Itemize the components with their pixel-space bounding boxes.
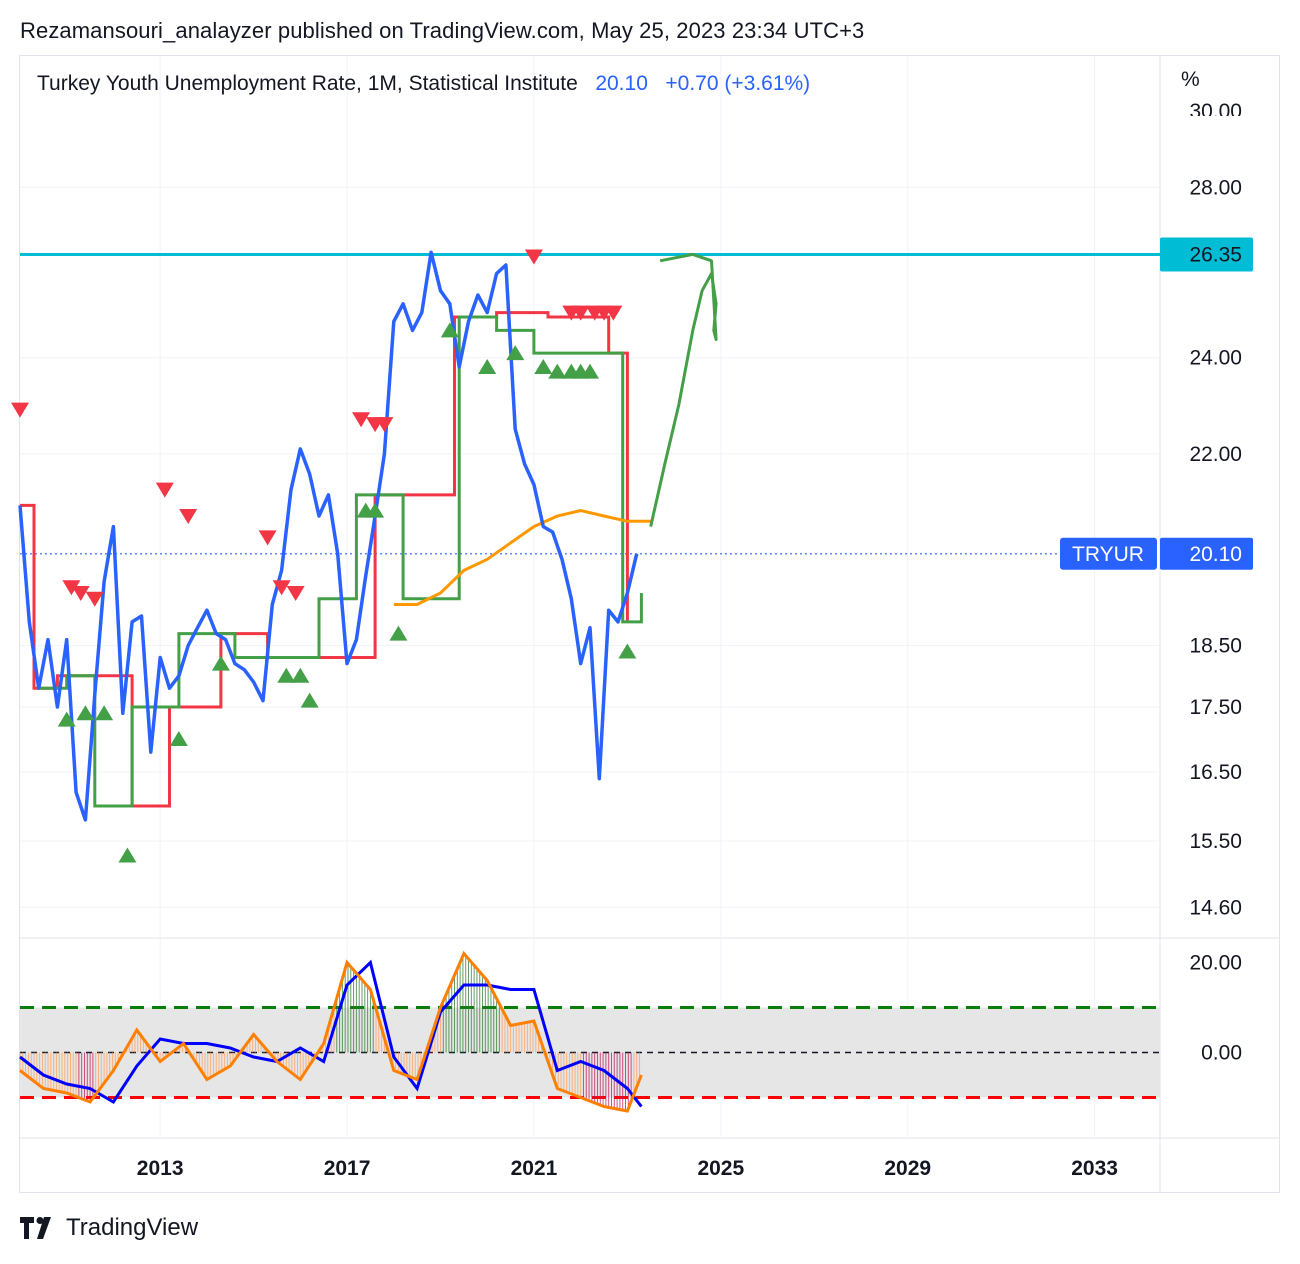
drawn-projection-curve	[649, 252, 718, 527]
publication-line: Rezamansouri_analayzer published on Trad…	[20, 18, 865, 43]
y-tick-label: 28.00	[1189, 176, 1242, 199]
sell-signal-marker	[71, 585, 90, 601]
legend-title: Turkey Youth Unemployment Rate, 1M, Stat…	[37, 72, 578, 95]
chart-frame	[19, 55, 1280, 1193]
y-tick-label: 17.50	[1189, 696, 1242, 719]
level-price-tag	[1160, 237, 1253, 272]
x-tick-label: 2029	[884, 1157, 931, 1180]
legend-last-value: 20.10	[595, 72, 648, 95]
buy-signal-marker	[389, 625, 408, 641]
resistance-step-line	[20, 311, 629, 808]
tradingview-logo[interactable]: TradingView	[20, 1214, 198, 1242]
last-price-tag	[1160, 537, 1253, 570]
buy-signal-marker	[300, 692, 319, 708]
series-legend[interactable]: Turkey Youth Unemployment Rate, 1M, Stat…	[37, 72, 810, 96]
last-price-tag-text: 20.10	[1189, 543, 1242, 566]
x-tick-label: 2033	[1071, 1157, 1118, 1180]
sell-signal-marker	[286, 585, 305, 601]
x-tick-label: 2025	[697, 1157, 744, 1180]
y-tick-label: 22.00	[1189, 443, 1242, 466]
buy-signal-marker	[618, 643, 637, 659]
buy-signal-marker	[211, 655, 230, 671]
y-tick-label: 15.50	[1189, 830, 1242, 853]
buy-signal-marker	[506, 345, 525, 361]
sell-signal-marker	[375, 417, 394, 433]
osc-slow-line	[19, 959, 643, 1108]
main-price-panel	[11, 249, 1160, 863]
y-tick-label: 24.00	[1189, 347, 1242, 370]
osc-tick-label: 20.00	[1189, 952, 1242, 975]
sell-signal-marker	[352, 412, 371, 428]
buy-signal-marker	[95, 705, 114, 721]
axis-unit-label: %	[1181, 68, 1200, 91]
price-axis: 2013 2017 2021 2025 2029 2033 28.00 24.00 22.00 1…	[137, 100, 1242, 1180]
buy-signal-marker	[118, 847, 137, 863]
tradingview-logo-text: TradingView	[66, 1214, 199, 1241]
buy-signal-marker	[534, 358, 553, 374]
x-tick-label: 2017	[324, 1157, 371, 1180]
tradingview-logo-icon	[20, 1217, 51, 1239]
oscillator-panel	[19, 950, 1160, 1113]
level-price-tag-text: 26.35	[1189, 243, 1242, 266]
sell-signal-marker	[604, 305, 623, 321]
y-tick-label-partial: 30.00	[1189, 100, 1242, 123]
buy-signal-marker	[169, 731, 188, 747]
buy-signal-marker	[366, 502, 385, 518]
y-tick-label: 16.50	[1189, 761, 1242, 784]
buy-signal-marker	[76, 705, 95, 721]
y-tick-label: 18.50	[1189, 635, 1242, 658]
sell-signal-marker	[85, 591, 104, 607]
osc-fast-line	[19, 950, 643, 1113]
buy-signal-marker	[277, 667, 296, 683]
symbol-tag-text: TRYUR	[1072, 543, 1144, 566]
sell-signal-marker	[272, 580, 291, 596]
support-step-line	[38, 315, 643, 808]
sell-signal-marker	[179, 508, 198, 524]
sell-signal-marker	[571, 305, 590, 321]
sell-signal-marker	[62, 580, 81, 596]
buy-signal-marker	[581, 363, 599, 379]
buy-signal-marker	[291, 667, 310, 683]
osc-tick-label: 0.00	[1201, 1042, 1242, 1065]
axis-tags: 26.35 TRYUR 20.10	[1060, 237, 1253, 570]
x-tick-label: 2021	[511, 1157, 558, 1180]
moving-average-line	[393, 509, 651, 606]
buy-signal-marker	[440, 322, 459, 338]
buy-signal-marker	[548, 363, 567, 379]
buy-signal-marker	[57, 711, 76, 727]
x-tick-label: 2013	[137, 1157, 184, 1180]
buy-signal-marker	[478, 358, 497, 374]
sell-signal-marker	[155, 482, 174, 498]
symbol-tag	[1060, 537, 1157, 570]
y-tick-label: 14.60	[1189, 896, 1242, 919]
price-line	[18, 250, 639, 822]
legend-change: +0.70 (+3.61%)	[665, 72, 811, 95]
sell-signal-marker	[524, 249, 543, 265]
sell-signal-marker	[258, 530, 277, 546]
sell-signal-marker	[11, 402, 29, 418]
